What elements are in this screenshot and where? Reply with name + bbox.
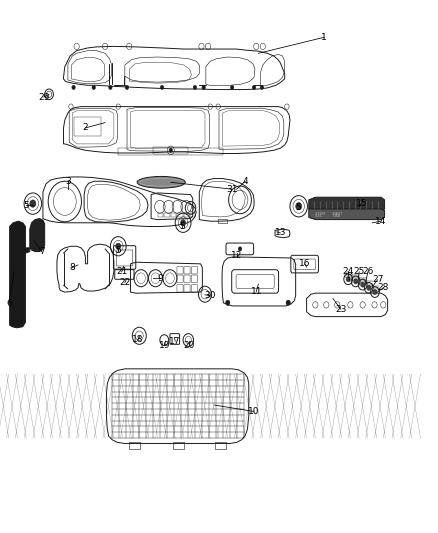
Polygon shape xyxy=(309,209,385,220)
Text: 17: 17 xyxy=(170,337,181,345)
Text: 5: 5 xyxy=(23,201,29,209)
Text: 16: 16 xyxy=(299,260,310,268)
Text: 5: 5 xyxy=(115,246,121,255)
Text: 21: 21 xyxy=(116,268,127,276)
Text: 15: 15 xyxy=(356,199,367,208)
Circle shape xyxy=(252,85,256,90)
Text: 13: 13 xyxy=(275,229,286,237)
Circle shape xyxy=(202,85,205,90)
Circle shape xyxy=(30,200,36,207)
Text: SEL    TAB: SEL TAB xyxy=(315,214,340,219)
Text: 11: 11 xyxy=(251,287,262,296)
Circle shape xyxy=(238,247,242,251)
Text: 10: 10 xyxy=(248,407,260,416)
Text: 4: 4 xyxy=(243,177,248,185)
Text: 25: 25 xyxy=(353,268,365,276)
Text: 9: 9 xyxy=(157,274,163,282)
Circle shape xyxy=(92,85,95,90)
Ellipse shape xyxy=(137,176,185,188)
Circle shape xyxy=(296,203,302,210)
Text: 7: 7 xyxy=(39,247,45,256)
Polygon shape xyxy=(309,197,385,211)
Text: 1: 1 xyxy=(321,33,327,42)
Text: 27: 27 xyxy=(372,276,383,284)
Text: 31: 31 xyxy=(226,185,238,193)
Circle shape xyxy=(373,289,377,295)
Circle shape xyxy=(125,85,129,90)
Text: 14: 14 xyxy=(375,217,387,225)
Circle shape xyxy=(116,243,121,249)
Text: ITEM   PART: ITEM PART xyxy=(315,212,343,216)
Circle shape xyxy=(353,279,358,284)
Text: 5: 5 xyxy=(295,204,301,212)
Circle shape xyxy=(360,282,365,287)
Text: 19: 19 xyxy=(159,341,170,350)
Text: 20: 20 xyxy=(184,341,195,350)
Text: 28: 28 xyxy=(378,284,389,292)
Circle shape xyxy=(286,300,290,305)
Text: 18: 18 xyxy=(132,335,144,344)
Text: 2: 2 xyxy=(83,124,88,132)
Circle shape xyxy=(193,85,197,90)
Polygon shape xyxy=(10,221,30,328)
Text: 30: 30 xyxy=(205,292,216,300)
Polygon shape xyxy=(30,219,45,252)
Circle shape xyxy=(226,300,230,305)
Text: 26: 26 xyxy=(362,268,374,276)
Text: 12: 12 xyxy=(231,252,242,260)
Circle shape xyxy=(260,85,264,90)
Text: 24: 24 xyxy=(343,268,354,276)
Text: 6: 6 xyxy=(6,300,12,308)
Circle shape xyxy=(180,220,186,226)
Text: 22: 22 xyxy=(119,278,131,287)
Circle shape xyxy=(346,277,350,282)
Text: 3: 3 xyxy=(65,177,71,185)
Circle shape xyxy=(367,285,371,290)
Text: 23: 23 xyxy=(335,305,346,313)
Circle shape xyxy=(230,85,234,90)
Circle shape xyxy=(160,85,164,90)
Circle shape xyxy=(109,85,112,90)
Text: 29: 29 xyxy=(38,93,49,101)
Text: 5: 5 xyxy=(179,222,185,231)
Circle shape xyxy=(169,148,173,152)
Text: 8: 8 xyxy=(69,263,75,272)
Circle shape xyxy=(72,85,75,90)
